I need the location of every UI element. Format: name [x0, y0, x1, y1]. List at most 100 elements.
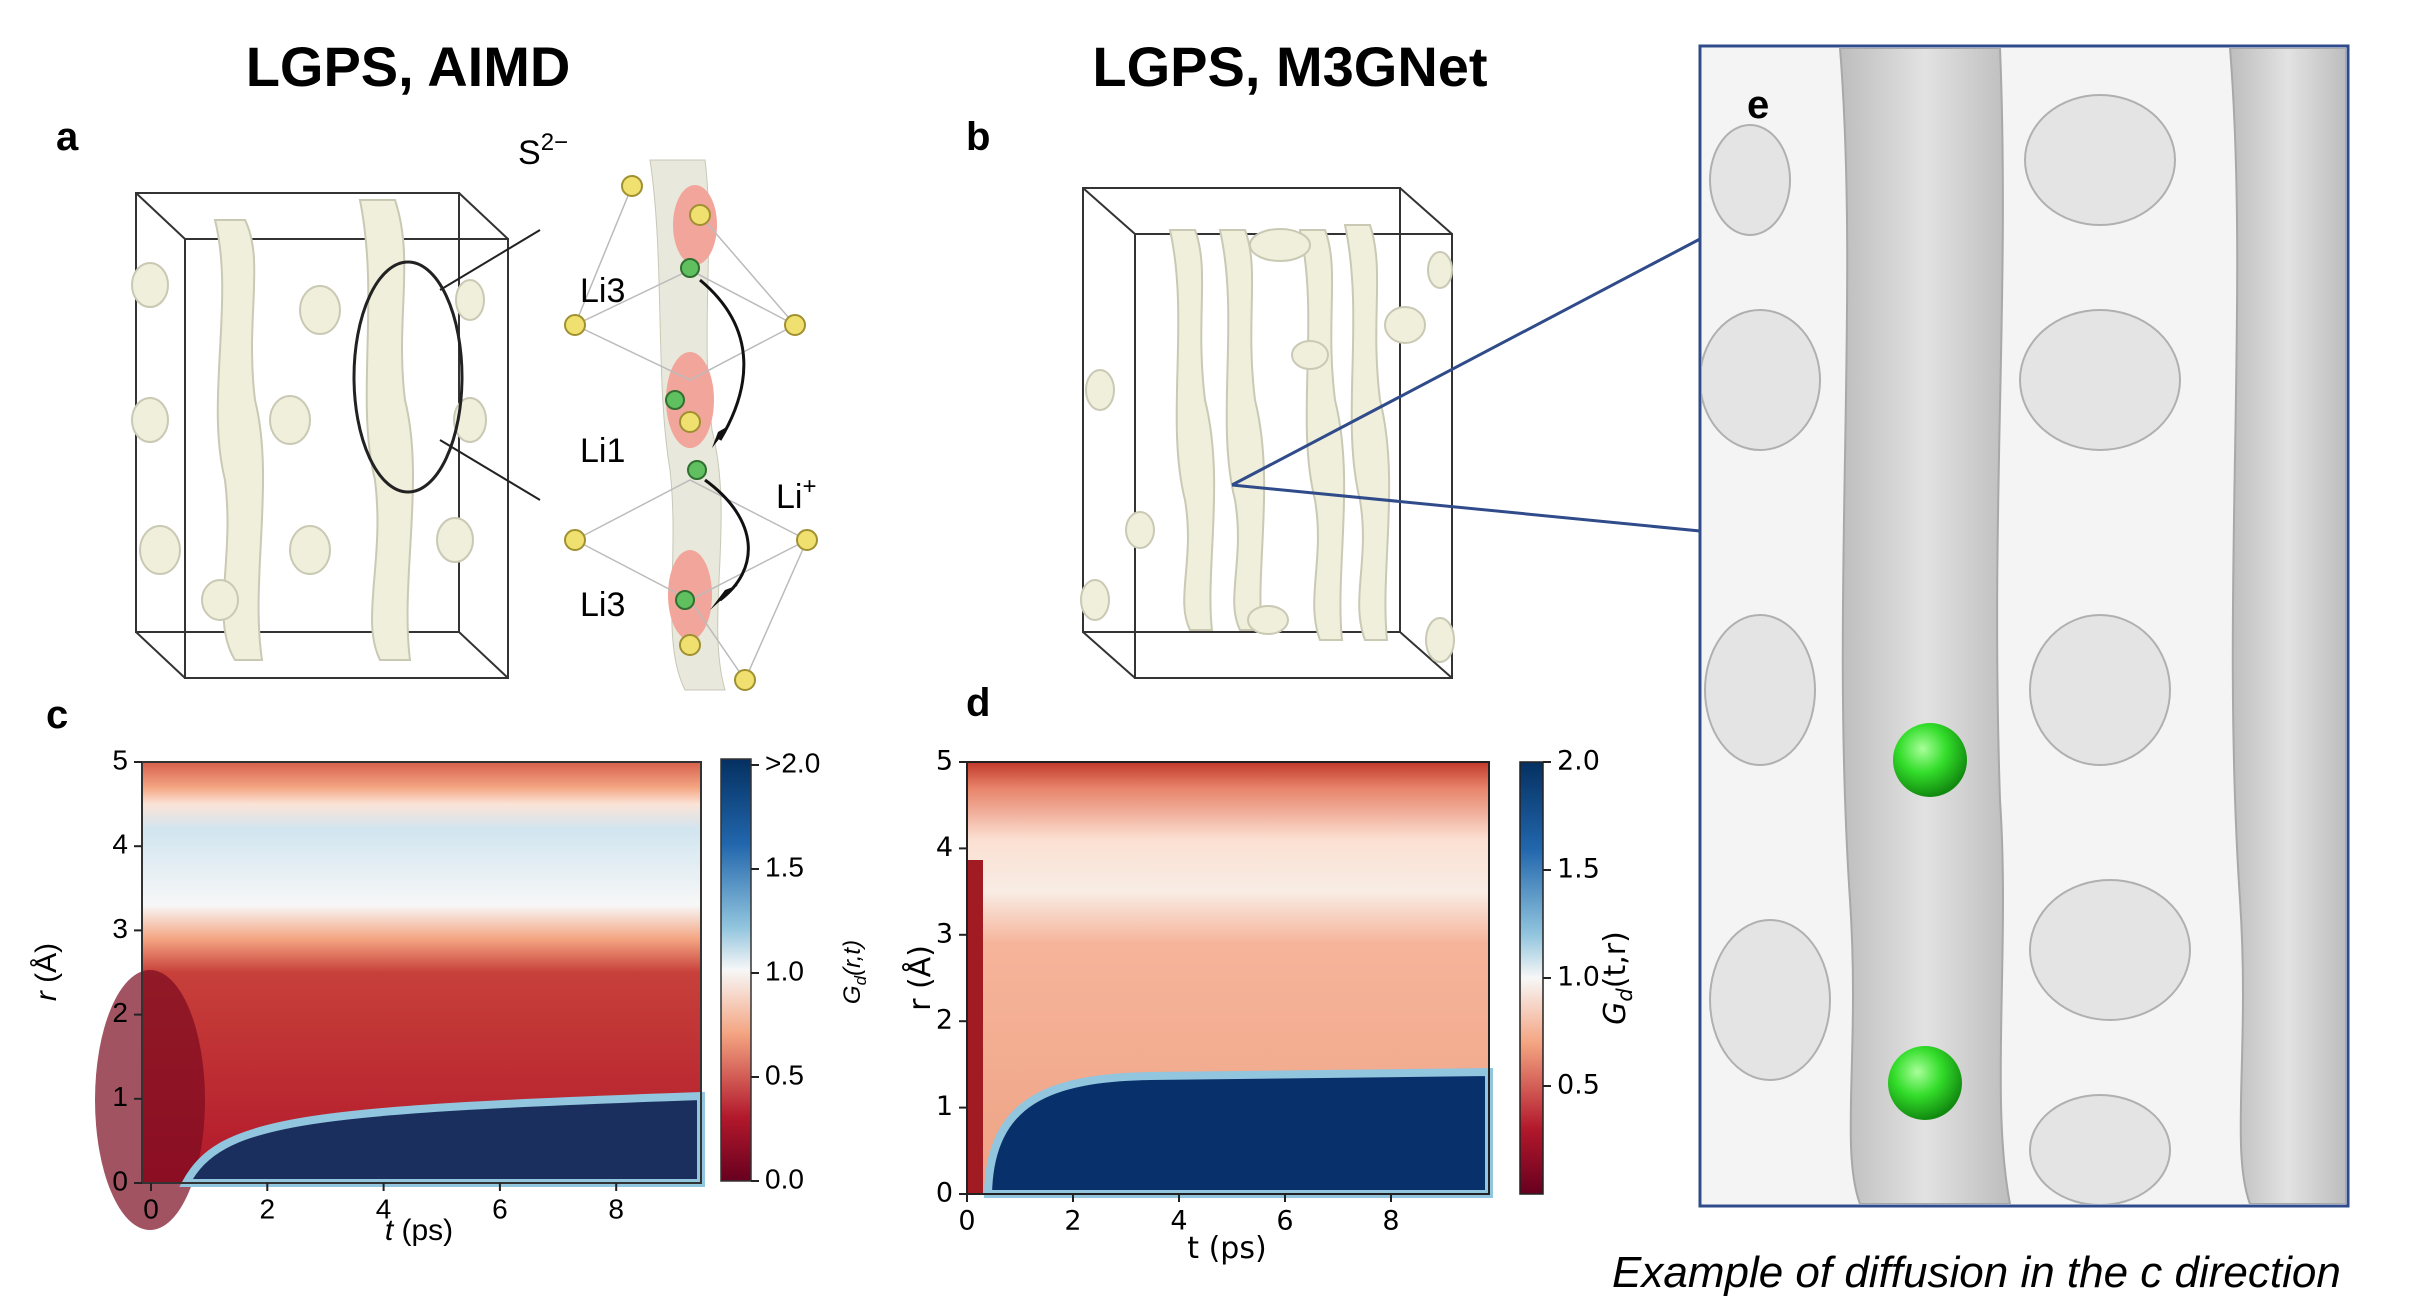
title: LGPS, AIMD: [246, 35, 571, 98]
colorbar-tick-label: 1.0: [765, 955, 804, 986]
x-axis-label: t (ps): [385, 1214, 453, 1247]
shape: [1399, 631, 1453, 679]
shape: [574, 324, 796, 381]
shape: [966, 761, 1490, 1195]
shape: [796, 529, 818, 551]
x-axis-label: t (ps): [1187, 1231, 1266, 1266]
label-part: d: [1613, 988, 1637, 1002]
shape: [141, 761, 702, 1184]
shape: [131, 262, 169, 308]
shape: [1709, 919, 1831, 1081]
shape: [710, 585, 738, 610]
shape: [564, 314, 586, 336]
heatmap-c: [95, 758, 752, 1230]
shape: [2024, 94, 2176, 226]
shape: [699, 278, 746, 441]
panel-label: c: [46, 693, 68, 737]
colorbar-tick-label: 0.0: [765, 1163, 804, 1194]
shape: [455, 279, 485, 321]
y-tick-label: 1: [936, 1091, 953, 1122]
shape: [1298, 229, 1346, 641]
shape: [2029, 614, 2171, 766]
shape: [665, 258, 707, 610]
shape: [453, 397, 487, 443]
shape: [1249, 228, 1311, 262]
label-part: t: [385, 1214, 395, 1247]
shape: [689, 204, 711, 226]
shape: [621, 175, 643, 197]
axes-c: 0 2 4 6 8 0 1 2 3 4 5 0.0 0.5 1.0 1.5 >2.0: [112, 744, 820, 1224]
shape: [1082, 631, 1136, 679]
shape: [2029, 879, 2191, 1021]
x-tick-label: 8: [608, 1193, 624, 1224]
shape: [1704, 614, 1816, 766]
shape: [458, 631, 509, 679]
y-tick-label: 4: [112, 829, 128, 860]
colorbar-label: Gd(r,t): [839, 940, 870, 1004]
shape: [666, 352, 714, 448]
y-axis-label: r (Å): [30, 943, 63, 1001]
shape: [1125, 511, 1155, 549]
panel-label: b: [966, 115, 990, 159]
y-tick-label: 5: [112, 744, 128, 775]
atom-label: Li1: [580, 432, 625, 470]
shape: [665, 390, 685, 410]
shape: [1291, 340, 1329, 370]
y-tick-label: 2: [936, 1005, 953, 1036]
caption: Example of diffusion in the c direction: [1612, 1248, 2341, 1297]
shape: [2019, 309, 2181, 451]
shape: [179, 1091, 705, 1187]
x-tick-label: 0: [958, 1206, 975, 1237]
y-tick-label: 4: [936, 832, 953, 863]
shape: [131, 397, 169, 443]
shape: [712, 425, 730, 448]
colorbar-tick-label: 1.0: [1557, 962, 1600, 993]
colorbar-tick-label: 0.5: [765, 1059, 804, 1090]
shape: [2029, 1094, 2171, 1204]
x-tick-label: 2: [260, 1193, 276, 1224]
shape: [720, 758, 752, 1182]
shape: [1888, 1046, 1962, 1120]
shape: [1082, 187, 1136, 235]
panel-label: d: [966, 681, 990, 725]
y-tick-label: 0: [112, 1165, 128, 1196]
label-part: (ps): [393, 1214, 453, 1247]
shape: [1384, 306, 1426, 344]
shape: [439, 229, 541, 291]
shape: [1702, 94, 2191, 1204]
label-base: Li: [776, 478, 802, 516]
colorbar-tick-label: 2.0: [1557, 746, 1600, 777]
shape: [436, 517, 474, 563]
shape: [1519, 761, 1544, 1195]
shape: [1168, 229, 1216, 631]
label-sup: +: [802, 473, 816, 500]
atom-label: Li+: [776, 473, 816, 516]
shape: [680, 258, 700, 278]
panel-label: a: [56, 115, 79, 159]
shape: [1893, 723, 1967, 797]
structure-a: [131, 159, 818, 691]
x-tick-label: 8: [1382, 1206, 1399, 1237]
colorbar-tick-label: 1.5: [765, 851, 804, 882]
label-part: (t,r): [1598, 931, 1633, 988]
shape: [95, 970, 205, 1230]
shape: [299, 285, 341, 335]
atom-label: Li3: [580, 272, 625, 310]
label-part: (Å): [30, 943, 63, 991]
shape: [1247, 605, 1289, 635]
shape: [1425, 617, 1455, 663]
atom-label: S2−: [518, 129, 568, 172]
axes-d: 0 2 4 6 8 0 1 2 3 4 5 0.5 1.0 1.5 2.0: [936, 746, 1600, 1237]
shape: [1343, 224, 1391, 641]
shape: [564, 175, 818, 691]
zoom-lines: [1231, 237, 1701, 533]
shape: [458, 192, 509, 240]
shape: [2228, 48, 2346, 1204]
structure-e: [1702, 48, 2346, 1204]
structure-b: [1080, 187, 1455, 679]
y-tick-label: 2: [112, 997, 128, 1028]
shape: [784, 314, 806, 336]
x-tick-label: 6: [492, 1193, 508, 1224]
shape: [439, 439, 541, 501]
